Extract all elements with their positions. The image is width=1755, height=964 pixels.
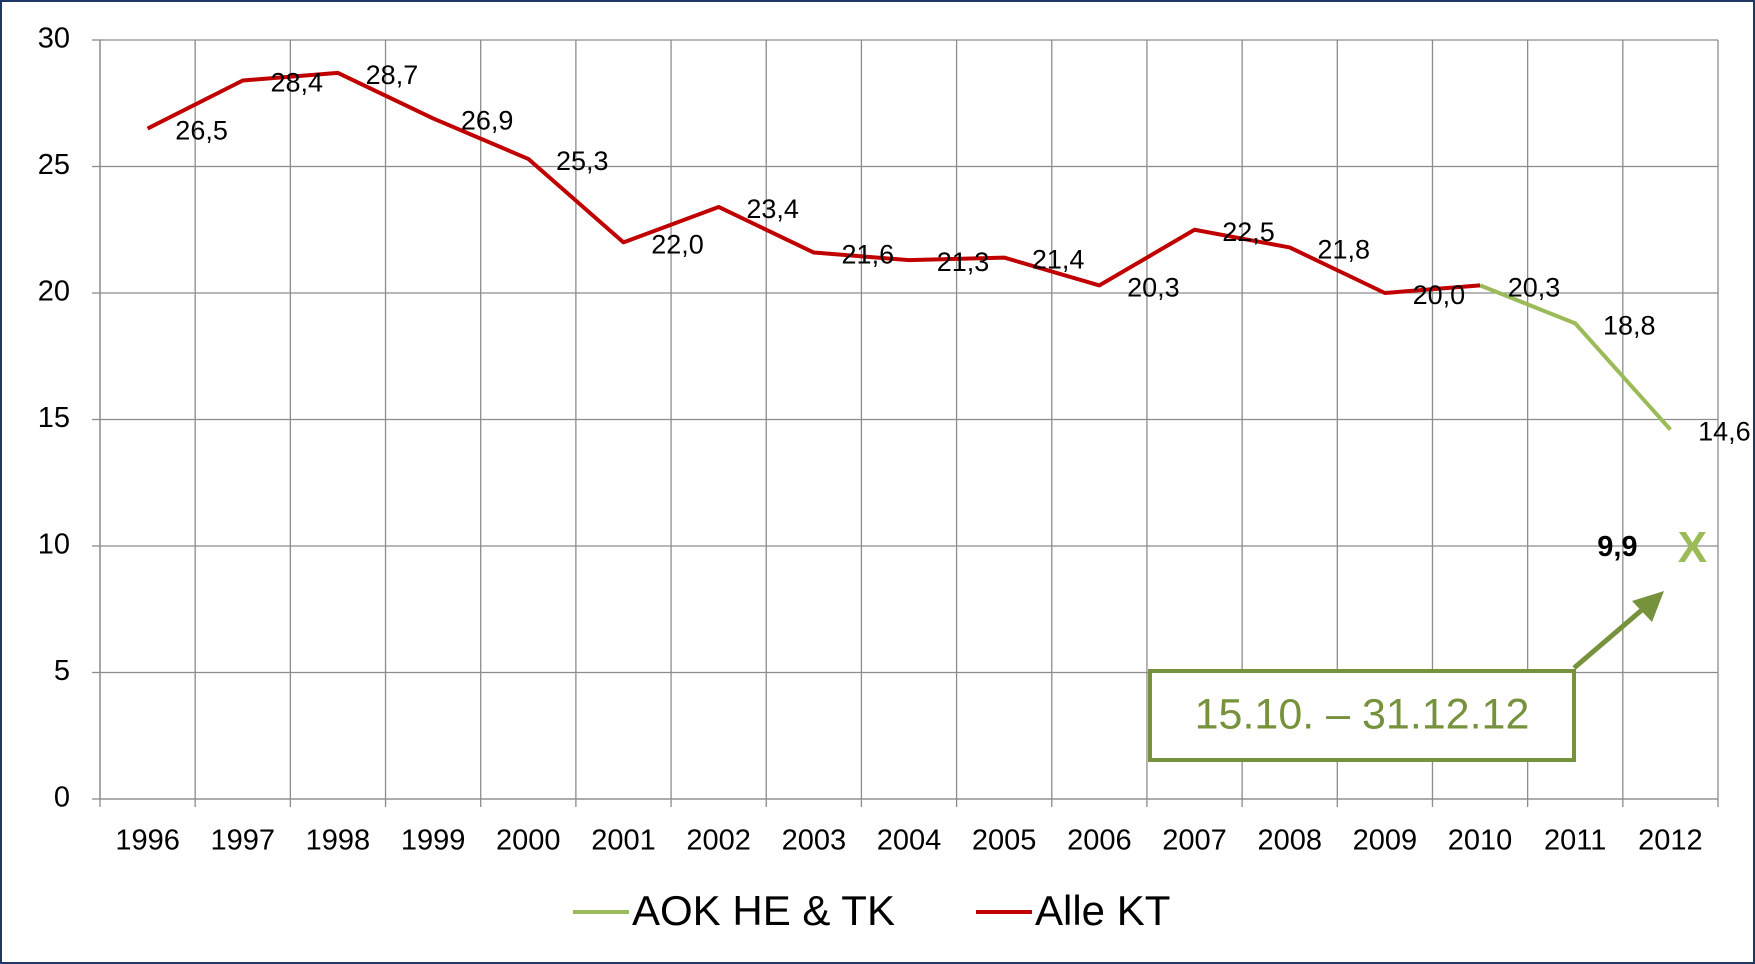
y-tick-label: 10 bbox=[38, 529, 70, 561]
data-label: 28,7 bbox=[366, 60, 419, 90]
y-tick-label: 0 bbox=[54, 782, 70, 814]
data-label: 14,6 bbox=[1698, 417, 1751, 447]
annotation-text: 15.10. – 31.12.12 bbox=[1195, 690, 1530, 738]
x-tick-label: 1997 bbox=[211, 825, 276, 857]
y-tick-label: 25 bbox=[38, 149, 70, 181]
x-tick-label: 2010 bbox=[1448, 825, 1513, 857]
y-tick-label: 20 bbox=[38, 276, 70, 308]
data-label: 21,6 bbox=[842, 240, 895, 270]
x-tick-label: 2009 bbox=[1353, 825, 1418, 857]
data-label: 28,4 bbox=[270, 68, 323, 98]
x-tick-label: 2001 bbox=[591, 825, 656, 857]
x-tick-label: 2008 bbox=[1257, 825, 1322, 857]
data-label: 21,3 bbox=[937, 247, 990, 277]
data-label: 25,3 bbox=[556, 146, 609, 176]
data-label: 20,3 bbox=[1127, 273, 1180, 303]
x-tick-label: 2003 bbox=[782, 825, 847, 857]
annotation-box bbox=[1148, 669, 1576, 762]
series-line bbox=[1479, 283, 1672, 431]
data-label: 20,0 bbox=[1413, 280, 1466, 310]
x-tick-label: 1996 bbox=[115, 825, 180, 857]
x-tick-label: 1999 bbox=[401, 825, 466, 857]
y-tick-label: 5 bbox=[54, 655, 70, 687]
y-tick-label: 15 bbox=[38, 402, 70, 434]
data-label: 22,0 bbox=[651, 230, 704, 260]
annotation-arrow bbox=[1572, 601, 1652, 670]
series-line bbox=[146, 70, 1481, 295]
data-label: 23,4 bbox=[746, 194, 799, 224]
annotation-value-label: 9,9 bbox=[1597, 531, 1637, 563]
data-label: 26,5 bbox=[175, 116, 228, 146]
x-tick-label: 2004 bbox=[877, 825, 942, 857]
x-tick-label: 2012 bbox=[1638, 825, 1703, 857]
x-tick-label: 2000 bbox=[496, 825, 561, 857]
annotation-marker: X bbox=[1678, 523, 1707, 572]
x-tick-label: 2005 bbox=[972, 825, 1037, 857]
data-label: 21,8 bbox=[1317, 235, 1370, 265]
data-label: 22,5 bbox=[1222, 217, 1275, 247]
data-label: 26,9 bbox=[461, 106, 514, 136]
x-tick-label: 2011 bbox=[1544, 825, 1606, 857]
annotation-arrowhead bbox=[1632, 591, 1664, 622]
legend-label: Alle KT bbox=[1035, 887, 1170, 934]
data-label: 20,3 bbox=[1508, 273, 1561, 303]
legend-label: AOK HE & TK bbox=[632, 887, 895, 934]
x-tick-label: 2002 bbox=[686, 825, 751, 857]
x-tick-label: 2007 bbox=[1162, 825, 1227, 857]
y-tick-label: 30 bbox=[38, 23, 70, 55]
data-label: 21,4 bbox=[1032, 245, 1085, 275]
x-tick-label: 1998 bbox=[306, 825, 371, 857]
x-tick-label: 2006 bbox=[1067, 825, 1132, 857]
data-label: 18,8 bbox=[1603, 310, 1656, 340]
